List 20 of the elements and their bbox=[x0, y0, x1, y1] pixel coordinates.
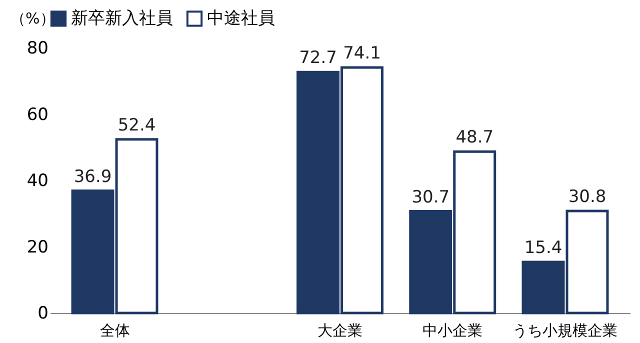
y-tick-label: 80 bbox=[26, 38, 48, 58]
data-label: 36.9 bbox=[74, 166, 112, 187]
legend-label: 新卒新入社員 bbox=[71, 8, 173, 29]
y-tick-label: 60 bbox=[26, 104, 48, 125]
data-label: 30.8 bbox=[568, 186, 606, 207]
data-label: 48.7 bbox=[456, 128, 494, 148]
y-tick-label: 0 bbox=[38, 304, 48, 324]
data-label: 72.7 bbox=[299, 48, 337, 68]
y-axis-title: （%） bbox=[10, 10, 55, 28]
data-label: 52.4 bbox=[118, 115, 156, 136]
data-label: 30.7 bbox=[412, 187, 450, 208]
x-tick-label: 全体 bbox=[100, 322, 130, 340]
data-label: 74.1 bbox=[343, 44, 381, 64]
x-tick-label: 大企業 bbox=[318, 322, 362, 340]
data-label: 15.4 bbox=[524, 238, 562, 258]
y-tick-label: 20 bbox=[26, 237, 48, 258]
y-tick-label: 40 bbox=[26, 171, 48, 191]
legend-label: 中途社員 bbox=[207, 8, 275, 29]
x-tick-label: うち小規模企業 bbox=[512, 322, 618, 340]
x-tick-label: 中小企業 bbox=[422, 322, 483, 340]
